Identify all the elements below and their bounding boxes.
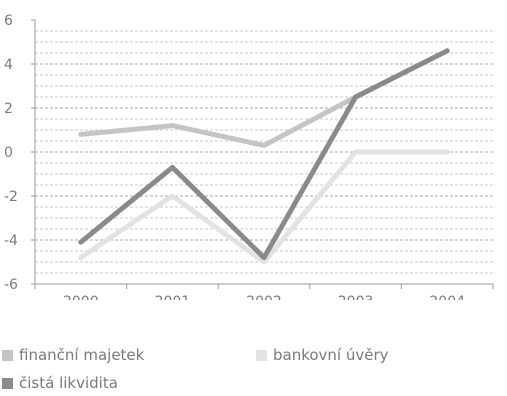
legend-label: finanční majetek: [19, 346, 145, 364]
legend-swatch: [2, 377, 13, 389]
legend-item-financni-majetek: finanční majetek: [2, 346, 144, 364]
x-tick-label: 2001: [155, 294, 191, 300]
y-tick-label: 4: [4, 57, 13, 73]
y-tick-label: 0: [4, 145, 13, 161]
y-axis-ticks: 6 4 2 0 -2 -4 -6: [4, 13, 35, 293]
legend-swatch: [2, 349, 13, 361]
series-lines: [78, 48, 450, 265]
series-line: [78, 149, 450, 265]
y-tick-label: -6: [4, 277, 18, 293]
legend-item-bankovni-uvery: bankovní úvěry: [256, 346, 389, 364]
grid-lines: [35, 30, 493, 274]
legend-label: bankovní úvěry: [273, 346, 389, 364]
y-tick-label: -2: [4, 189, 18, 205]
x-tick-label: 2004: [429, 294, 465, 300]
y-tick-label: 6: [4, 13, 13, 29]
legend-item-cista-likvidita: čistá likvidita: [2, 374, 118, 392]
legend-label: čistá likvidita: [19, 374, 118, 392]
x-tick-label: 2000: [63, 294, 99, 300]
x-tick-label: 2003: [338, 294, 374, 300]
line-chart: 6 4 2 0 -2 -4 -6 2000 2001 2002 2003 2004: [4, 13, 494, 300]
y-tick-label: -4: [4, 233, 18, 249]
y-tick-label: 2: [4, 101, 13, 117]
series-line: [78, 48, 450, 261]
x-axis-ticks: 2000 2001 2002 2003 2004: [34, 284, 494, 300]
x-tick-label: 2002: [246, 294, 282, 300]
series-line: [78, 48, 450, 148]
legend-swatch: [256, 349, 267, 361]
